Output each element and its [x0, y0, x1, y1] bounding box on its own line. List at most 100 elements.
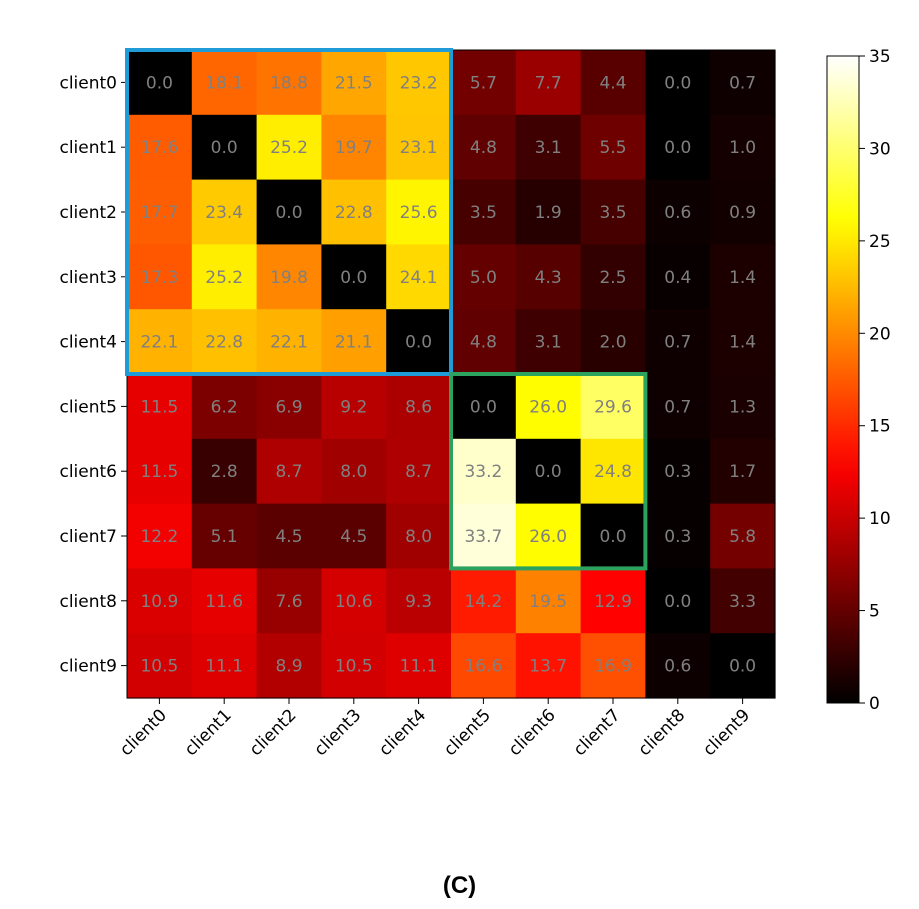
colorbar-tick-label: 15: [869, 417, 891, 437]
highlight-box-0: [125, 48, 453, 376]
colorbar-tick-label: 30: [869, 139, 891, 159]
heatmap-cell: [127, 114, 193, 181]
heatmap-cell: [256, 568, 322, 634]
cell-value-label: 11.5: [140, 462, 178, 482]
heatmap-cell: [580, 633, 646, 699]
heatmap-cell: [710, 503, 776, 569]
heatmap-cell: [127, 568, 193, 634]
heatmap-cell: [515, 114, 582, 181]
heatmap-cell: [127, 50, 193, 116]
cell-value-label: 11.5: [140, 397, 178, 417]
cell-value-label: 4.5: [275, 527, 302, 547]
cell-value-label: 7.7: [535, 73, 562, 93]
cell-value-label: 1.3: [729, 397, 756, 417]
heatmap-cell: [127, 503, 193, 569]
heatmap-cell: [710, 568, 776, 634]
heatmap-cell: [451, 633, 517, 699]
y-tick-label: client5: [59, 397, 117, 417]
cell-value-label: 25.2: [270, 138, 308, 158]
x-tick-label: client6: [505, 705, 560, 760]
cell-value-label: 6.9: [275, 397, 302, 417]
cell-value-label: 26.0: [529, 527, 567, 547]
cell-value-label: 3.1: [535, 333, 562, 353]
y-tick-label: client7: [59, 527, 117, 547]
cell-value-label: 8.0: [340, 462, 367, 482]
heatmap-cell: [580, 374, 646, 440]
x-tick-label: client7: [570, 705, 625, 760]
heatmap-cell: [256, 244, 322, 310]
heatmap-cell: [451, 50, 517, 116]
heatmap-cell: [321, 438, 387, 505]
heatmap-cell: [386, 438, 452, 505]
heatmap-cell: [645, 309, 711, 375]
heatmap-cell: [515, 503, 582, 569]
cell-value-label: 5.5: [599, 138, 626, 158]
cell-value-label: 11.1: [400, 657, 438, 677]
heatmap-cell: [321, 374, 387, 440]
figure-caption: (C): [442, 872, 477, 899]
cell-value-label: 0.6: [664, 657, 691, 677]
colorbar-tick-label: 5: [869, 602, 880, 622]
heatmap-cell: [710, 114, 776, 181]
cell-value-label: 0.6: [664, 203, 691, 223]
cell-value-label: 4.8: [470, 138, 497, 158]
cell-value-label: 0.0: [340, 268, 367, 288]
heatmap-cell: [580, 114, 646, 181]
cell-value-label: 9.2: [340, 397, 367, 417]
heatmap-cell: [321, 179, 387, 245]
heatmap-cell: [191, 503, 258, 569]
cell-value-label: 0.0: [729, 657, 756, 677]
cell-value-label: 10.5: [335, 657, 373, 677]
heatmap-cell: [710, 309, 776, 375]
cell-value-label: 22.8: [335, 203, 373, 223]
heatmap-cell: [191, 633, 258, 699]
x-tick-label: client5: [440, 705, 495, 760]
cell-value-label: 5.0: [470, 268, 497, 288]
heatmap-cell: [710, 179, 776, 245]
heatmap-cell: [386, 568, 452, 634]
cell-value-label: 0.0: [664, 73, 691, 93]
cell-value-label: 21.1: [335, 333, 373, 353]
cell-value-label: 29.6: [594, 397, 632, 417]
heatmap-cell: [645, 50, 711, 116]
cell-value-label: 18.1: [205, 73, 243, 93]
cell-value-label: 14.2: [464, 592, 502, 612]
heatmap-cell: [191, 114, 258, 181]
cell-value-label: 0.3: [664, 462, 691, 482]
heatmap-cell: [580, 309, 646, 375]
y-tick-label: client3: [59, 268, 117, 288]
heatmap-cell: [451, 114, 517, 181]
cell-value-label: 4.4: [599, 73, 626, 93]
y-axis: client0 client1 client2 client3 client4 clien…: [59, 73, 127, 677]
cell-value-label: 5.7: [470, 73, 497, 93]
cell-value-label: 0.0: [405, 333, 432, 353]
x-tick-label: client9: [699, 705, 754, 760]
x-tick-label: client4: [375, 705, 430, 760]
cell-value-label: 33.2: [464, 462, 502, 482]
heatmap-cell: [645, 114, 711, 181]
cell-value-label: 0.7: [664, 333, 691, 353]
y-tick-label: client1: [59, 138, 117, 158]
heatmap-cell: [386, 50, 452, 116]
heatmap-cell: [515, 438, 582, 505]
cell-value-label: 8.7: [405, 462, 432, 482]
cell-value-label: 22.1: [270, 333, 308, 353]
cell-value-label: 23.2: [400, 73, 438, 93]
cell-value-label: 23.1: [400, 138, 438, 158]
cell-value-label: 25.2: [205, 268, 243, 288]
heatmap-cell: [191, 438, 258, 505]
cell-value-label: 10.5: [140, 657, 178, 677]
cell-value-label: 3.3: [729, 592, 756, 612]
heatmap-cell: [191, 179, 258, 245]
cell-value-label: 24.8: [594, 462, 632, 482]
cell-value-label: 17.3: [140, 268, 178, 288]
y-tick-label: client0: [59, 73, 117, 93]
cell-value-label: 22.1: [140, 333, 178, 353]
y-tick-label: client9: [59, 657, 117, 677]
cell-value-label: 16.6: [464, 657, 502, 677]
cell-value-label: 10.9: [140, 592, 178, 612]
heatmap-cell: [127, 374, 193, 440]
heatmap-cell: [321, 503, 387, 569]
x-tick-label: client3: [311, 705, 366, 760]
heatmap-cell: [710, 50, 776, 116]
